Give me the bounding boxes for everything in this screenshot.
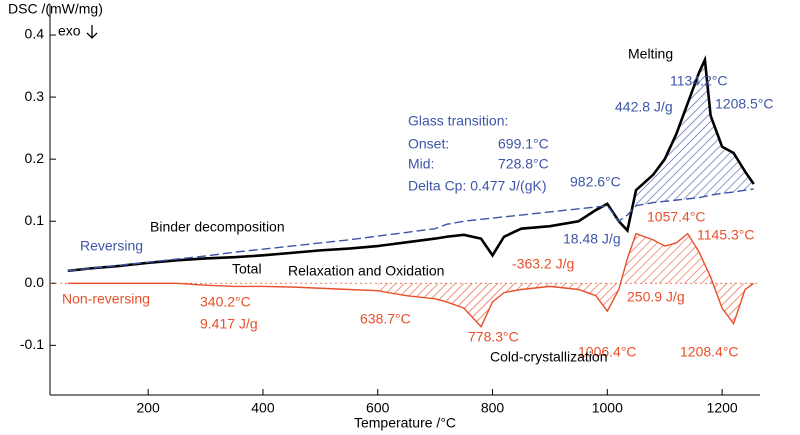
annotation: Delta Cp: 0.477 J/(gK) xyxy=(408,178,547,194)
y-tick-label: 0.4 xyxy=(25,26,45,42)
x-tick-label: 800 xyxy=(481,400,505,416)
annotation: Binder decomposition xyxy=(150,219,285,235)
hatch-blue xyxy=(636,59,754,206)
y-tick-label: 0.1 xyxy=(25,212,45,228)
annotation: 778.3°C xyxy=(468,329,519,345)
annotation: 250.9 J/g xyxy=(627,289,685,305)
y-axis-label: DSC /(mW/mg) xyxy=(8,1,103,17)
annotation: Melting xyxy=(628,46,673,62)
x-tick-label: 1200 xyxy=(707,400,738,416)
annotation: 1006.4°C xyxy=(578,344,637,360)
x-tick-label: 400 xyxy=(251,400,275,416)
y-tick-label: -0.1 xyxy=(20,336,44,352)
annotation: Cold-crystallization xyxy=(490,349,607,365)
annotation: 982.6°C xyxy=(570,174,621,190)
annotation: 1208.4°C xyxy=(680,344,739,360)
x-tick-label: 200 xyxy=(136,400,160,416)
series-line xyxy=(67,188,754,272)
y-tick-label: 0.3 xyxy=(25,88,45,104)
annotation: 18.48 J/g xyxy=(563,231,621,247)
annotation: 1057.4°C xyxy=(647,209,706,225)
annotation: 638.7°C xyxy=(360,311,411,327)
series-line xyxy=(67,55,755,273)
series-label: Reversing xyxy=(80,238,143,254)
annotation: 1208.5°C xyxy=(715,96,774,112)
x-tick-label: 1000 xyxy=(592,400,623,416)
hatch-red xyxy=(377,233,754,327)
annotation: Relaxation and Oxidation xyxy=(288,263,444,279)
series-line xyxy=(67,232,755,328)
y-tick-label: 0.0 xyxy=(25,274,45,290)
annotation: 728.8°C xyxy=(498,156,549,172)
annotation: 1134.2°C xyxy=(670,73,728,89)
series-label: Total xyxy=(232,261,262,277)
annotation: -363.2 J/g xyxy=(512,256,574,272)
exo-arrow xyxy=(86,25,98,39)
annotation: 1145.3°C xyxy=(697,227,755,243)
annotation: Glass transition: xyxy=(408,113,508,129)
x-axis-label: Temperature /°C xyxy=(354,415,456,431)
series-label: Non-reversing xyxy=(62,291,150,307)
annotation: Onset: xyxy=(408,136,449,152)
annotation: 699.1°C xyxy=(498,136,549,152)
x-tick-label: 600 xyxy=(366,400,390,416)
y-tick-label: 0.2 xyxy=(25,150,45,166)
annotation: 9.417 J/g xyxy=(200,316,258,332)
annotation: 442.8 J/g xyxy=(615,99,673,115)
exo-label: exo xyxy=(58,23,81,39)
annotation: 340.2°C xyxy=(200,294,251,310)
annotation: Mid: xyxy=(408,156,434,172)
